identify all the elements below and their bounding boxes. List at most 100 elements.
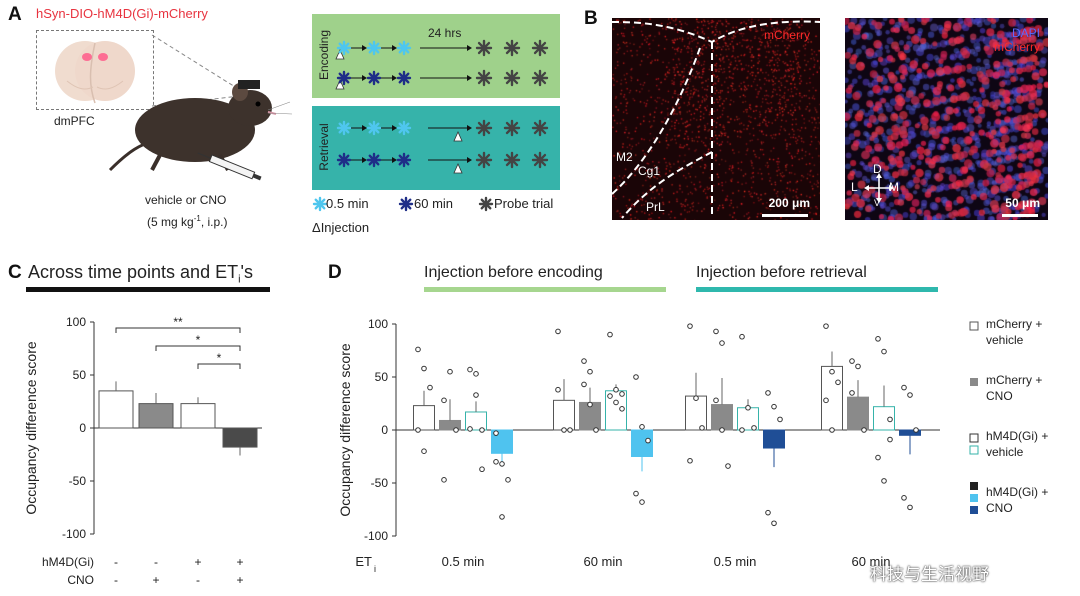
d-point-g4-s1: [829, 368, 835, 375]
c-y-tick-label: -50: [69, 474, 87, 488]
ret-row-2-probe-0-ray: [477, 153, 491, 167]
enc-row-2-probe-2-ray: [533, 71, 547, 85]
d-point-g1-s3: [467, 426, 473, 432]
region-label: dmPFC: [54, 114, 95, 128]
brain-inset: [36, 30, 154, 110]
d-point-g3-s1: [687, 323, 693, 329]
region-m2: M2: [616, 150, 633, 164]
legend-swatch-hm4d-cno-1: [970, 482, 978, 490]
micrograph-mcherry: mCherry M2 Cg1 PrL 200 μm: [612, 18, 820, 220]
chart-c: 100 50 0 -50 -100 Occupancy difference score *…: [23, 315, 262, 587]
c-condition-mark: -: [196, 573, 200, 587]
chart-d: 100 50 0 -50 -100 Occupancy difference score 0…: [337, 317, 940, 574]
enc-row-1-probe-0: [475, 39, 493, 57]
ret-row-2-probe-0: [475, 151, 493, 169]
c-bar-2: [138, 403, 174, 429]
legend-d-1: mCherry + vehicle: [986, 316, 1042, 348]
panel-c-title: Across time points and ETi's: [28, 262, 253, 286]
d-point-g3-s3: [745, 404, 751, 411]
enc-row-1-trial-1-ray: [368, 42, 380, 54]
enc-row-1-arrow-0-head: [362, 45, 367, 51]
c-bar-4: [222, 427, 258, 448]
d-point-g1-s3: [479, 427, 485, 433]
legend-swatch-hm4d-vehicle-1: [969, 433, 979, 443]
d-point-g1-s2: [447, 368, 453, 375]
ret-row-1-arrow-1-head: [392, 125, 397, 131]
enc-row-2-probe-2: [531, 69, 549, 87]
ret-row-2-trial-2: [396, 152, 412, 168]
d-group-label-2: 60 min: [583, 554, 622, 569]
panel-d-label: D: [328, 262, 342, 283]
brain-section-illustration: [55, 41, 135, 104]
ret-row-1-trial-1: [366, 120, 382, 136]
d-point-g1-s1: [421, 448, 427, 454]
enc-row-1-arrow-1-head: [392, 45, 397, 51]
d-point-g3-s4: [771, 403, 777, 410]
legend-d-swatches: [969, 321, 979, 514]
d-point-g2-s4: [639, 424, 645, 430]
d-point-g2-s4: [639, 499, 645, 505]
header-retrieval: Injection before retrieval: [696, 264, 867, 281]
enc-row-1-trial-2-ray: [398, 42, 410, 54]
c-condition-mark: -: [114, 573, 118, 587]
legend-d-2-l1: mCherry +: [986, 373, 1043, 387]
legend-d-1-l1: mCherry +: [986, 317, 1043, 331]
c-sig-label-2: *: [196, 333, 201, 347]
legend-swatch-mcherry-cno: [970, 378, 978, 386]
d-point-g1-s3: [473, 371, 479, 377]
enc-row-1-trial-1: [366, 40, 382, 56]
protocol-legend-icons: [312, 196, 494, 212]
ret-row-1-probe-2: [531, 119, 549, 137]
d-bar-g4-s4: [899, 429, 921, 436]
c-y-tick-label: -100: [62, 527, 86, 541]
axis-l: L: [851, 180, 858, 194]
header-encoding-rule: [424, 287, 666, 292]
enc-row-2-injection: [335, 79, 345, 90]
c-condition-mark: +: [194, 555, 201, 569]
ret-row-1-arrow-0-head: [362, 125, 367, 131]
legend-d-3: hM4D(Gi) + vehicle: [986, 428, 1048, 460]
d-point-g3-s3: [751, 425, 757, 431]
ret-row-2-probe-1-ray: [505, 153, 519, 167]
mcherry-texture: [612, 18, 820, 220]
ret-row-2-probe-2-ray: [533, 153, 547, 167]
drug-line1: vehicle or CNO: [145, 193, 227, 207]
drug-line2: (5 mg kg-1, i.p.): [147, 214, 227, 229]
legend-icon-sixty-min-ray: [400, 198, 412, 210]
region-cg1: Cg1: [638, 164, 661, 178]
panel-c-title-rule: [26, 287, 270, 292]
ret-row-1-trial-2: [396, 120, 412, 136]
enc-row-1-probe-1: [503, 39, 521, 57]
legend-d-4: hM4D(Gi) + CNO: [986, 484, 1048, 516]
ret-row-1-delay-arrow-head: [467, 125, 472, 131]
legend-d-3-l2: vehicle: [986, 445, 1024, 459]
scale-bar-50: [1002, 214, 1038, 217]
ret-row-2-trial-0-ray: [338, 154, 350, 166]
legend-icon-half-min: [312, 196, 328, 212]
enc-row-2-trial-2-ray: [398, 72, 410, 84]
ret-row-1-probe-2-ray: [533, 121, 547, 135]
c-condition-mark: +: [152, 573, 159, 587]
encoding-box: Encoding 24 hrs: [312, 14, 560, 98]
d-point-g3-s1: [699, 425, 705, 431]
d-point-g3-s2: [713, 397, 719, 404]
c-bar-1: [98, 390, 134, 429]
d-point-g4-s4: [907, 504, 913, 511]
d-point-g2-s4: [633, 374, 639, 380]
d-y-tick-label: 0: [381, 423, 388, 437]
d-point-g4-s3: [881, 348, 887, 355]
d-point-g2-s1: [555, 386, 561, 393]
c-sig-bracket-2: [155, 345, 241, 351]
d-y-label: Occupancy difference score: [337, 343, 353, 516]
d-point-g3-s2: [719, 427, 725, 433]
ret-row-1-trial-0-ray: [338, 122, 350, 134]
legend-d-4-l2: CNO: [986, 501, 1013, 515]
axis-v: V: [874, 198, 881, 208]
enc-row-1-injection: [335, 49, 345, 60]
d-bar-g4-s2: [847, 396, 869, 431]
c-sig-bracket-3: [197, 363, 241, 369]
drug-dose-exponent: -1: [193, 214, 201, 223]
ret-row-1-trial-0: [336, 120, 352, 136]
d-bar-g2-s4: [631, 429, 653, 457]
mcherry-label: mCherry: [763, 28, 810, 42]
